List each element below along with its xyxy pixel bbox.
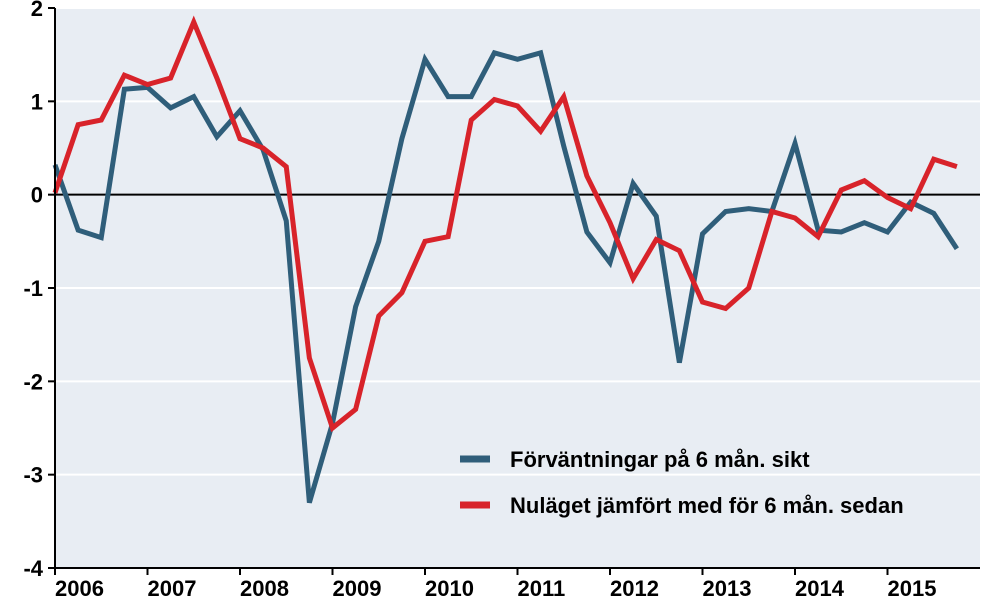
legend-label-0: Förväntningar på 6 mån. sikt — [510, 447, 810, 472]
x-tick-label: 2014 — [795, 576, 845, 601]
x-tick-label: 2010 — [425, 576, 474, 601]
x-tick-label: 2012 — [610, 576, 659, 601]
y-tick-label: 0 — [31, 183, 43, 208]
x-tick-label: 2006 — [55, 576, 104, 601]
y-tick-label: 1 — [31, 89, 43, 114]
x-tick-label: 2009 — [333, 576, 382, 601]
x-tick-label: 2007 — [148, 576, 197, 601]
line-chart: 2006 2007 2008 2009 2010 2011 2012 2013 2014 2015… — [0, 0, 990, 603]
y-tick-label: -3 — [23, 463, 43, 488]
legend-label-1: Nuläget jämfört med för 6 mån. sedan — [510, 493, 904, 518]
x-tick-label: 2015 — [888, 576, 937, 601]
y-tick-label: -1 — [23, 276, 43, 301]
chart-svg: 2006 2007 2008 2009 2010 2011 2012 2013 2014 2015… — [0, 0, 990, 603]
x-tick-label: 2011 — [518, 576, 566, 601]
x-tick-label: 2013 — [703, 576, 752, 601]
y-tick-label: 2 — [31, 0, 43, 21]
x-tick-label: 2008 — [240, 576, 289, 601]
y-tick-label: -4 — [23, 556, 43, 581]
y-tick-label: -2 — [23, 369, 43, 394]
